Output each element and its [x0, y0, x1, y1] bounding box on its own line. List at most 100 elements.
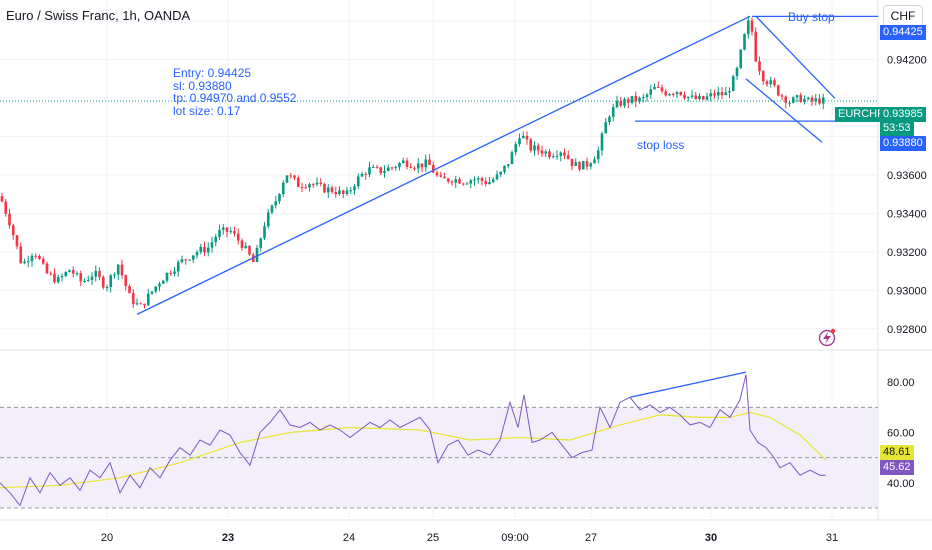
candle-body: [210, 242, 214, 248]
candle-body: [424, 159, 428, 168]
candle-body: [296, 177, 300, 187]
candle-body: [199, 246, 203, 253]
candle-body: [540, 150, 544, 154]
candle-body: [435, 172, 439, 176]
candle-body: [761, 71, 765, 82]
candle-body: [795, 95, 799, 98]
currency-button[interactable]: CHF: [883, 5, 923, 27]
candle-body: [56, 277, 60, 283]
time-tick-label: 24: [343, 532, 355, 544]
candle-body: [154, 286, 158, 292]
candle-body: [390, 167, 394, 169]
candle-body: [746, 20, 750, 35]
candle-body: [338, 190, 341, 195]
candle-body: [641, 97, 645, 99]
candle-body: [161, 280, 165, 284]
lower-channel-line: [745, 78, 823, 143]
price-tick-label: 0.93000: [887, 285, 927, 297]
candle-body: [679, 91, 683, 95]
price-tick-label: 0.93200: [887, 247, 927, 259]
candle-body: [731, 76, 735, 91]
candle-body: [278, 194, 281, 202]
candle-body: [780, 95, 784, 97]
rsi-tick-label: 80.00: [887, 377, 915, 389]
candle-body: [690, 95, 694, 97]
candle-body: [214, 236, 218, 243]
price-tick-label: 0.93600: [887, 170, 927, 182]
candle-body: [514, 144, 518, 153]
candle-body: [64, 271, 68, 276]
candle-body: [431, 164, 435, 173]
candle-body: [218, 229, 221, 237]
candle-body: [146, 293, 150, 306]
candle-body: [461, 183, 465, 185]
candle-body: [473, 179, 476, 181]
candle-body: [416, 163, 420, 169]
candle-body: [319, 182, 323, 184]
candle-body: [105, 287, 109, 289]
trade-note: Entry: 0.94425 sl: 0.93880 tp: 0.94970 a…: [173, 67, 296, 117]
candle-body: [131, 293, 135, 305]
candle-body: [109, 275, 113, 288]
candle-body: [30, 255, 34, 262]
candle-body: [191, 255, 195, 260]
candle-body: [180, 259, 184, 263]
candle-body: [300, 186, 304, 188]
candle-body: [788, 102, 791, 104]
candle-body: [60, 275, 64, 278]
candle-body: [510, 152, 514, 165]
candle-body: [544, 151, 548, 154]
candle-body: [353, 186, 356, 191]
candle-body: [480, 178, 484, 182]
candle-body: [356, 176, 360, 187]
candle-body: [570, 158, 574, 166]
candle-body: [90, 276, 94, 280]
candle-body: [270, 205, 274, 213]
candle-body: [26, 261, 30, 263]
candle-body: [488, 182, 491, 185]
candle-body: [259, 238, 263, 248]
candle-body: [101, 277, 105, 288]
candle-body: [548, 151, 551, 158]
candle-body: [814, 98, 818, 102]
candle-body: [139, 303, 143, 305]
stop-loss-price-badge: 0.93880: [880, 136, 926, 151]
candle-body: [323, 183, 326, 193]
candle-body: [623, 99, 626, 106]
candle-body: [4, 201, 8, 214]
candle-body: [405, 160, 409, 167]
candle-body: [68, 270, 71, 272]
candle-body: [529, 139, 533, 151]
candle-body: [559, 152, 563, 156]
candle-body: [394, 167, 398, 169]
candle-body: [113, 274, 116, 276]
note-tp: tp: 0.94970 and 0.9552: [173, 91, 297, 105]
candle-body: [248, 245, 251, 255]
candle-body: [386, 167, 390, 171]
candle-body: [656, 86, 660, 88]
candle-body: [754, 31, 758, 62]
lightning-bolt-icon[interactable]: [818, 328, 836, 347]
candle-body: [203, 246, 206, 253]
candle-body: [401, 160, 405, 164]
rsi-line: [0, 374, 826, 507]
candle-body: [724, 92, 728, 96]
candle-body: [705, 96, 709, 100]
price-tick-label: 0.92800: [887, 324, 927, 336]
candle-body: [630, 96, 634, 103]
candle-body: [664, 91, 668, 96]
candles: [0, 15, 825, 309]
candle-body: [585, 161, 589, 167]
candle-body: [645, 94, 649, 98]
candle-body: [454, 179, 458, 183]
candle-body: [638, 97, 641, 102]
rsi-ma-line: [0, 411, 827, 489]
candle-body: [743, 34, 746, 50]
candle-body: [773, 80, 776, 86]
candle-body: [596, 150, 600, 160]
buy-stop-label: Buy stop: [788, 10, 835, 24]
candle-body: [293, 175, 296, 178]
current-price-badge: 0.93985: [880, 107, 926, 122]
candle-body: [469, 180, 473, 184]
